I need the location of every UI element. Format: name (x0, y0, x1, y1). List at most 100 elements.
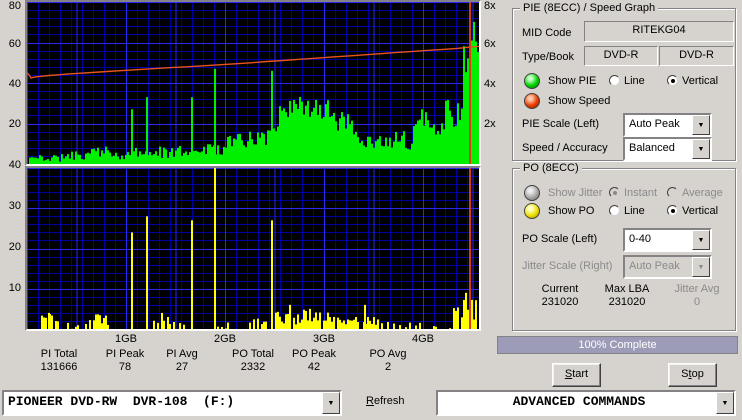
x-tick-4gb: 4GB (411, 333, 434, 345)
jitter-average-radio-label: Average (682, 187, 723, 199)
speed-accuracy-value[interactable]: Balanced (629, 142, 675, 154)
po-scale-label: PO Scale (Left) (522, 233, 598, 245)
jitter-scale-dropdown: Auto Peak ▼ (623, 255, 712, 279)
stat-label: PO Avg (369, 348, 407, 360)
pie-scale-dropdown-arrow-icon[interactable]: ▼ (692, 115, 710, 135)
stat-value: 42 (307, 361, 321, 373)
speed-accuracy-dropdown[interactable]: Balanced ▼ (623, 137, 712, 161)
show-jitter-led (524, 185, 540, 201)
pie-group-title: PIE (8ECC) / Speed Graph (520, 2, 659, 14)
jitter-instant-radio-label: Instant (624, 187, 658, 199)
pie-scale-label: PIE Scale (Left) (522, 118, 600, 130)
show-po-led[interactable] (524, 203, 540, 219)
max-lba-label: Max LBA (604, 283, 650, 295)
po-scale-dropdown[interactable]: 0-40 ▼ (623, 228, 712, 252)
stat-po-avg: PO Avg 2 (352, 348, 424, 374)
stat-value: 27 (175, 361, 189, 373)
advanced-commands-dropdown[interactable]: ADVANCED COMMANDS ▼ (436, 390, 736, 416)
show-pie-label[interactable]: Show PIE (548, 75, 597, 87)
po-graph (25, 166, 481, 331)
x-tick-3gb: 3GB (312, 333, 335, 345)
po-vertical-radio[interactable] (667, 205, 678, 216)
pie-graph-canvas (26, 2, 480, 165)
po-graph-canvas (27, 168, 479, 329)
pie-speed-graph (25, 0, 481, 166)
po-line-radio[interactable] (609, 205, 620, 216)
book-field-2: DVD-R (659, 46, 734, 66)
x-tick-2gb: 2GB (213, 333, 236, 345)
advanced-commands-value[interactable]: ADVANCED COMMANDS (512, 395, 646, 409)
pie-y-tick-40: 40 (8, 78, 21, 90)
speed-accuracy-dropdown-arrow-icon[interactable]: ▼ (692, 139, 710, 159)
po-y-tick-40: 40 (8, 159, 21, 171)
jitter-avg-label: Jitter Avg (674, 283, 720, 295)
po-scale-dropdown-arrow-icon[interactable]: ▼ (692, 230, 710, 250)
pie-scale-value[interactable]: Auto Peak (629, 118, 680, 130)
speed-accuracy-label: Speed / Accuracy (522, 142, 608, 154)
stat-value: 78 (118, 361, 132, 373)
stat-label: PO Total (232, 348, 274, 360)
current-label: Current (541, 283, 579, 295)
stat-label: PI Avg (166, 348, 198, 360)
jitter-average-radio (667, 187, 678, 198)
progress-bar: 100% Complete (497, 336, 738, 354)
advanced-commands-dropdown-arrow-icon[interactable]: ▼ (716, 392, 734, 414)
show-speed-label[interactable]: Show Speed (548, 95, 611, 107)
jitter-instant-radio (609, 187, 620, 198)
pie-y-tick-60: 60 (8, 38, 21, 50)
po-scale-value[interactable]: 0-40 (629, 233, 652, 245)
speed-y-tick-4x: 4x (484, 78, 496, 90)
pie-vertical-radio[interactable] (667, 75, 678, 86)
stat-po-total: PO Total 2332 (217, 348, 289, 374)
max-lba-value: 231020 (608, 296, 646, 308)
pie-line-radio-label[interactable]: Line (624, 75, 645, 87)
drive-selector-dropdown[interactable]: PIONEER DVD-RW DVR-108 (F:) ▼ (2, 390, 342, 416)
po-y-tick-20: 20 (8, 241, 21, 253)
stat-pi-total: PI Total 131666 (23, 348, 95, 374)
jitter-scale-value: Auto Peak (629, 260, 680, 272)
pie-y-tick-20: 20 (8, 118, 21, 130)
show-pie-led[interactable] (524, 73, 540, 89)
show-po-label[interactable]: Show PO (548, 205, 595, 217)
jitter-avg-value: 0 (693, 296, 701, 308)
pie-line-radio[interactable] (609, 75, 620, 86)
po-group-title: PO (8ECC) (520, 162, 582, 174)
show-speed-led[interactable] (524, 93, 540, 109)
po-groupbox: PO (8ECC) (512, 162, 736, 331)
start-button[interactable]: Start (552, 363, 601, 387)
pie-vertical-radio-label[interactable]: Vertical (682, 75, 719, 87)
stat-value: 2 (384, 361, 392, 373)
pie-speed-groupbox: PIE (8ECC) / Speed Graph (512, 2, 736, 161)
pie-scale-dropdown[interactable]: Auto Peak ▼ (623, 113, 712, 137)
x-tick-1gb: 1GB (114, 333, 137, 345)
jitter-scale-label: Jitter Scale (Right) (522, 260, 613, 272)
po-y-tick-10: 10 (8, 282, 21, 294)
type-field-1: DVD-R (584, 46, 658, 66)
speed-y-tick-8x: 8x (484, 0, 496, 12)
refresh-button[interactable]: Refresh (366, 395, 405, 407)
stop-button[interactable]: Stop (668, 363, 717, 387)
po-vertical-radio-label[interactable]: Vertical (682, 205, 719, 217)
po-y-tick-30: 30 (8, 200, 21, 212)
max-lba: Max LBA 231020 (591, 283, 663, 309)
stat-pi-peak: PI Peak 78 (89, 348, 161, 374)
stat-value: 131666 (40, 361, 78, 373)
speed-y-tick-2x: 2x (484, 118, 496, 130)
jitter-scale-dropdown-arrow-icon: ▼ (692, 257, 710, 277)
mid-code-field: RITEKG04 (584, 21, 734, 42)
stat-label: PO Peak (291, 348, 337, 360)
stat-value: 2332 (240, 361, 266, 373)
current-value: 231020 (541, 296, 579, 308)
type-book-label: Type/Book (522, 51, 574, 63)
drive-selector-dropdown-arrow-icon[interactable]: ▼ (322, 392, 340, 414)
current-lba: Current 231020 (524, 283, 596, 309)
stat-pi-avg: PI Avg 27 (146, 348, 218, 374)
drive-selector-value[interactable]: PIONEER DVD-RW DVR-108 (F:) (8, 395, 235, 409)
jitter-avg: Jitter Avg 0 (661, 283, 733, 309)
mid-code-label: MID Code (522, 27, 572, 39)
stat-label: PI Peak (105, 348, 145, 360)
show-jitter-label: Show Jitter (548, 187, 603, 199)
pie-y-tick-80: 80 (8, 0, 21, 12)
po-line-radio-label[interactable]: Line (624, 205, 645, 217)
